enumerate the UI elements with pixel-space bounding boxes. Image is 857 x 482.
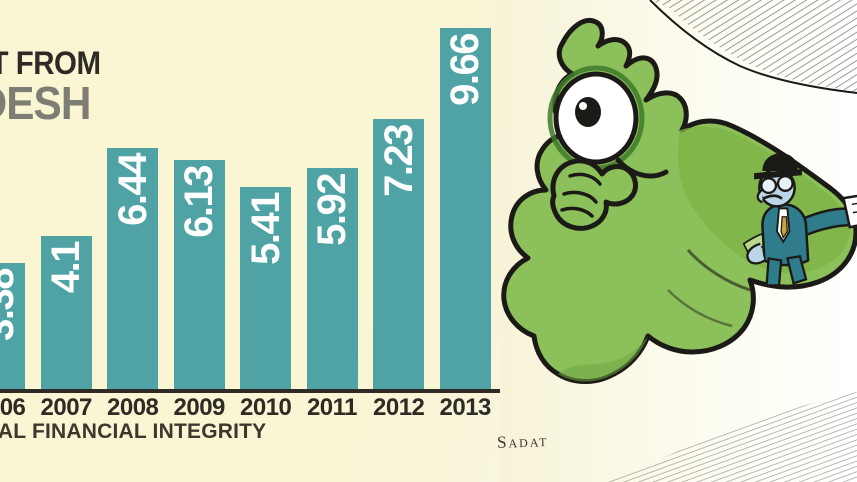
x-axis-label-2008: 2008	[107, 394, 159, 421]
bar-group: 6.13	[173, 0, 225, 390]
bar-value-label: 3.38	[0, 269, 22, 341]
cartoon-eye	[547, 65, 645, 171]
bar-value-label: 5.41	[243, 193, 288, 265]
x-axis-label-2010: 2010	[240, 394, 292, 421]
bar-group: 7.23	[373, 0, 424, 390]
bar-2007[interactable]: 4.1	[40, 236, 92, 390]
x-axis-label-2006: 2006	[0, 394, 26, 421]
bar-value-label: 5.92	[310, 174, 354, 246]
cash-bundle	[842, 194, 857, 229]
x-axis-label-2012: 2012	[373, 394, 425, 421]
chart-plot-area: 3.38 4.1 6.44 6.13 5.41 5.92 7.23 9.66	[0, 0, 491, 390]
artist-signature: Sadat	[496, 431, 549, 452]
bar-group: 5.92	[306, 0, 358, 390]
bar-2008[interactable]: 6.44	[107, 148, 158, 390]
headline-line-1: LIGHT FROM	[0, 45, 101, 81]
x-axis-labels: 2006 2007 2008 2009 2010 2011 2012 2013	[0, 394, 530, 424]
bar-2010[interactable]: 5.41	[240, 187, 291, 390]
bar-group: 9.66	[439, 0, 491, 390]
bar-2009[interactable]: 6.13	[173, 160, 225, 390]
cartoon-smile	[615, 157, 669, 179]
headline-block: LIGHT FROM LADESH of $	[0, 45, 252, 157]
bar-2006[interactable]: 3.38	[0, 263, 25, 390]
bar-2012[interactable]: 7.23	[373, 119, 424, 390]
x-axis-line	[0, 389, 514, 393]
bar-group: 6.44	[107, 0, 158, 390]
bar-chart: 3.38 4.1 6.44 6.13 5.41 5.92 7.23 9.66 2006 2007…	[0, 0, 530, 443]
x-axis-label-2007: 2007	[40, 394, 93, 421]
cartoon-hand	[550, 158, 638, 231]
top-hatch-shading	[649, 0, 857, 94]
bar-value-label: 6.13	[177, 166, 221, 238]
bar-value-label: 9.66	[443, 34, 487, 106]
bar-2011[interactable]: 5.92	[306, 168, 358, 390]
headline-line-2: LADESH	[0, 77, 91, 130]
businessman-with-money	[742, 153, 857, 287]
x-axis-label-2009: 2009	[173, 394, 226, 421]
x-axis-label-2011: 2011	[306, 394, 358, 421]
bar-value-label: 6.44	[110, 154, 155, 226]
hat	[754, 153, 802, 180]
bar-value-label: 7.23	[376, 125, 421, 197]
x-axis-label-2013: 2013	[439, 394, 492, 421]
bar-value-label: 4.1	[44, 242, 88, 294]
source-credit: OBAL FINANCIAL INTEGRITY	[0, 420, 267, 443]
bottom-hatch-shading	[608, 392, 857, 482]
bar-2013[interactable]: 9.66	[439, 28, 491, 390]
bar-group: 4.1	[40, 0, 92, 390]
bar-group: 5.41	[240, 0, 291, 390]
bar-group: 3.38	[0, 0, 25, 390]
editorial-cartoon	[500, 0, 857, 482]
